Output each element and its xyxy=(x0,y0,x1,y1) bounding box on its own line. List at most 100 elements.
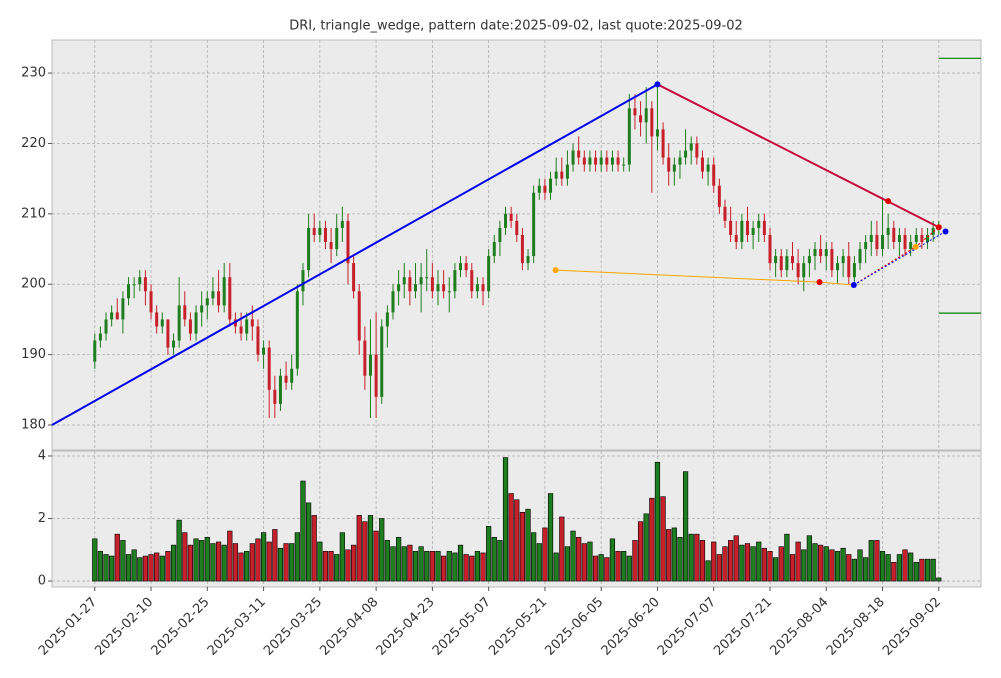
x-tick-label: 2025-09-02 xyxy=(880,595,944,659)
candle-body xyxy=(267,347,271,390)
volume-bar xyxy=(283,543,289,582)
candle-body xyxy=(183,305,187,320)
volume-bar xyxy=(165,551,171,582)
volume-bar xyxy=(474,551,480,582)
volume-bar xyxy=(277,547,284,582)
y-tick-label: 210 xyxy=(21,206,46,221)
candle-body xyxy=(475,284,479,292)
volume-bar xyxy=(328,551,334,582)
candle-body xyxy=(762,220,766,235)
volume-bar xyxy=(300,480,306,582)
volume-bar xyxy=(362,521,368,582)
volume-bar xyxy=(125,554,132,582)
candle-body xyxy=(323,227,327,243)
candle-body xyxy=(695,143,699,158)
candle-body xyxy=(650,108,654,137)
candle-body xyxy=(560,171,564,179)
volume-bar xyxy=(587,541,593,582)
volume-bar xyxy=(210,543,216,582)
volume-bar xyxy=(688,533,694,582)
volume-bar xyxy=(339,532,345,582)
candle-body xyxy=(239,326,243,334)
candle-body xyxy=(312,227,316,235)
volume-bar xyxy=(609,538,616,582)
candle-body xyxy=(740,220,744,243)
volume-bar xyxy=(581,543,587,582)
volume-bar xyxy=(750,546,756,582)
candle-body xyxy=(526,256,530,264)
candle-body xyxy=(295,291,299,369)
volume-bar xyxy=(491,536,497,582)
candle-body xyxy=(93,340,97,362)
x-tick-label: 2025-08-04 xyxy=(768,595,832,659)
volume-bar xyxy=(452,552,458,582)
candle-body xyxy=(571,150,575,165)
candle-body xyxy=(819,249,823,257)
volume-bar xyxy=(902,549,908,582)
candle-body xyxy=(172,340,176,348)
pattern-line xyxy=(657,83,940,229)
volume-bar xyxy=(806,535,812,582)
volume-bar xyxy=(435,551,441,582)
volume-bar xyxy=(103,554,109,582)
volume-bar xyxy=(249,543,255,582)
candle-body xyxy=(273,389,277,404)
candle-body xyxy=(723,206,727,221)
volume-bar xyxy=(666,529,672,582)
candle-body xyxy=(509,213,513,221)
candle-body xyxy=(852,263,856,278)
volume-bar xyxy=(120,540,126,582)
candle-body xyxy=(836,263,840,271)
candle-body xyxy=(262,347,266,355)
candle-body xyxy=(155,312,159,327)
candle-body xyxy=(98,333,102,341)
candle-body xyxy=(290,368,294,383)
candle-body xyxy=(751,227,755,235)
candle-body xyxy=(104,319,108,334)
candle-body xyxy=(329,242,333,250)
volume-bar xyxy=(604,557,610,582)
volume-bar xyxy=(716,554,722,582)
candle-body xyxy=(149,291,153,313)
volume-bar xyxy=(919,558,925,582)
candle-body xyxy=(515,220,519,235)
candle-body xyxy=(402,277,406,285)
volume-bar xyxy=(109,555,115,582)
candle-body xyxy=(588,157,592,165)
candle-body xyxy=(166,319,170,348)
volume-bar xyxy=(199,540,205,582)
candle-body xyxy=(436,284,440,292)
volume-bar xyxy=(795,541,801,582)
candle-body xyxy=(200,305,204,313)
volume-bar xyxy=(176,519,182,582)
candle-body xyxy=(796,263,800,278)
candle-body xyxy=(121,298,125,320)
volume-bar xyxy=(289,543,295,582)
volume-bar xyxy=(221,544,227,582)
volume-bar xyxy=(694,533,700,582)
volume-bar xyxy=(418,546,424,582)
candle-body xyxy=(565,164,569,179)
volume-bar xyxy=(598,554,604,582)
volume-bar xyxy=(227,530,233,582)
volume-bar xyxy=(885,554,891,582)
volume-bar xyxy=(255,538,261,582)
volume-bar xyxy=(137,557,143,582)
pattern-point xyxy=(552,267,559,274)
candle-body xyxy=(931,227,935,235)
volume-bar xyxy=(868,540,874,582)
volume-bar xyxy=(272,529,278,582)
candle-body xyxy=(442,284,446,292)
volume-bar xyxy=(390,546,396,582)
volume-tick-label: 0 xyxy=(38,574,46,589)
candle-body xyxy=(847,256,851,278)
volume-bar xyxy=(373,530,379,582)
volume-bar xyxy=(305,502,312,582)
candle-body xyxy=(543,185,547,193)
volume-bar xyxy=(840,547,846,582)
candle-body xyxy=(577,150,581,158)
pattern-point xyxy=(942,228,949,235)
candle-body xyxy=(194,312,198,334)
volume-bar xyxy=(311,515,317,582)
